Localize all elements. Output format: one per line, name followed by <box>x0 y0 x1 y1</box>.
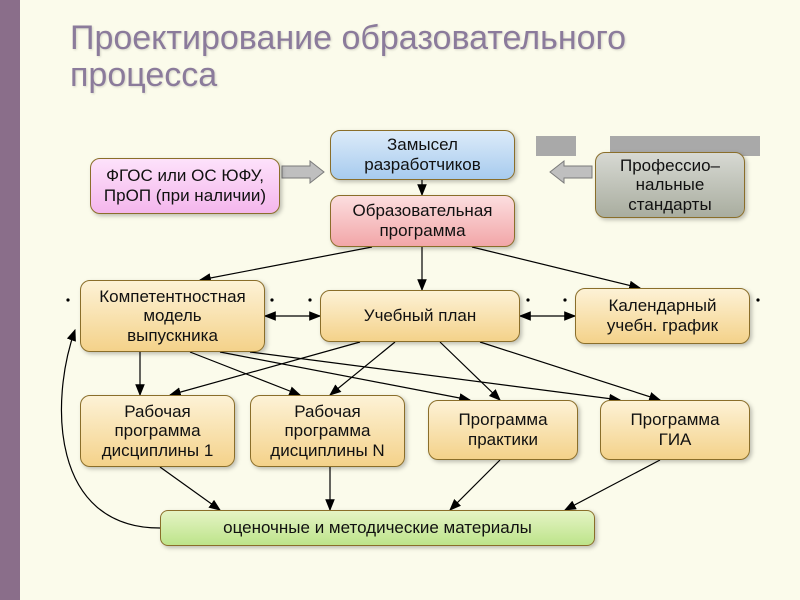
corner-dot <box>270 298 273 301</box>
node-work1: Рабочаяпрограммадисциплины 1 <box>80 395 235 467</box>
arrow <box>220 352 470 400</box>
arrow <box>200 247 372 280</box>
block-arrow <box>550 161 592 183</box>
corner-dot <box>66 298 69 301</box>
sidebar-left <box>0 0 20 600</box>
node-standards: Профессио–нальныестандарты <box>595 152 745 218</box>
arrow <box>565 460 660 510</box>
shadow-block <box>536 136 576 156</box>
arrow <box>440 342 500 400</box>
arrow <box>472 247 640 288</box>
node-workn: Рабочаяпрограммадисциплины N <box>250 395 405 467</box>
corner-dot <box>756 298 759 301</box>
arrow <box>250 352 620 400</box>
node-curriculum: Учебный план <box>320 290 520 342</box>
arrow <box>190 352 300 395</box>
arrow <box>480 342 660 400</box>
arrow <box>160 467 220 510</box>
node-practice: Программапрактики <box>428 400 578 460</box>
slide: Проектирование образовательного процесса… <box>20 0 780 600</box>
arrow <box>450 460 500 510</box>
node-fgos: ФГОС или ОС ЮФУ,ПрОП (при наличии) <box>90 158 280 214</box>
arrow <box>330 342 395 395</box>
node-assessment: оценочные и методические материалы <box>160 510 595 546</box>
node-calendar: Календарныйучебн. график <box>575 288 750 344</box>
block-arrow <box>282 161 324 183</box>
node-competence: Компетентностнаямодельвыпускника <box>80 280 265 352</box>
corner-dot <box>308 298 311 301</box>
slide-title: Проектирование образовательного процесса <box>70 20 780 95</box>
node-gia: ПрограммаГИА <box>600 400 750 460</box>
node-program: Образовательнаяпрограмма <box>330 195 515 247</box>
node-concept: Замыселразработчиков <box>330 130 515 180</box>
corner-dot <box>563 298 566 301</box>
corner-dot <box>526 298 529 301</box>
